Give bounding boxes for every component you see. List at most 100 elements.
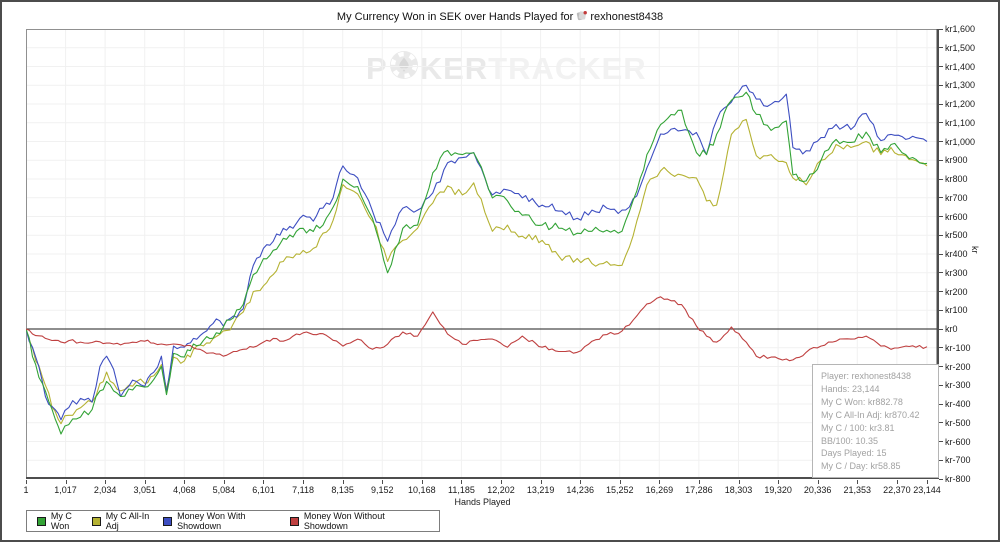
y-tick xyxy=(939,178,943,180)
y-tick xyxy=(939,103,943,105)
y-tick xyxy=(939,234,943,236)
stats-tooltip: Player: rexhonest8438 Hands: 23,144 My C W… xyxy=(812,364,939,479)
x-tick-label: 9,152 xyxy=(370,485,394,495)
x-tick-label: 1 xyxy=(23,485,29,495)
legend-label: Money Won With Showdown xyxy=(177,511,246,531)
y-tick xyxy=(939,197,943,199)
y-tick xyxy=(939,347,943,349)
y-tick-label: kr900 xyxy=(945,155,968,166)
x-tick-label: 12,202 xyxy=(487,485,515,495)
y-tick xyxy=(939,384,943,386)
legend-item-money-won-with-showdown[interactable]: Money Won With Showdown xyxy=(163,511,290,531)
x-tick-label: 13,219 xyxy=(526,485,555,495)
legend-item-my-c-all-in-adj[interactable]: My C All-In Adj xyxy=(91,511,163,531)
x-tick-label: 8,135 xyxy=(331,485,354,495)
legend-label: Money Won Without Showdown xyxy=(303,511,385,531)
legend-swatch-icon xyxy=(289,516,299,526)
player-name: rexhonest8438 xyxy=(590,11,664,23)
x-tick-label: 15,252 xyxy=(605,485,634,495)
tooltip-line: Days Played: 15 xyxy=(821,448,887,459)
x-tick xyxy=(26,480,27,484)
tooltip-line: Player: rexhonest8438 xyxy=(821,371,912,381)
x-tick-label: 3,051 xyxy=(133,485,156,495)
x-tick-label: 14,236 xyxy=(566,485,594,495)
y-tick xyxy=(939,253,943,255)
plot-area[interactable] xyxy=(25,29,939,479)
y-tick-label: kr1,500 xyxy=(945,42,976,53)
legend: My C Won My C All-In Adj Money Won With Sh… xyxy=(26,510,440,532)
y-axis-title: kr xyxy=(970,246,980,254)
x-tick xyxy=(698,480,700,484)
x-tick-label: 1,017 xyxy=(54,485,77,495)
legend-label: My C All-In Adj xyxy=(105,511,150,531)
x-tick xyxy=(223,480,225,484)
y-tick xyxy=(939,366,943,367)
y-tick-label: kr1,200 xyxy=(945,99,976,109)
graph-canvas xyxy=(25,29,939,479)
y-tick-label: kr-500 xyxy=(945,417,971,428)
x-tick xyxy=(896,480,898,484)
y-tick-label: kr200 xyxy=(945,286,968,297)
legend-item-my-c-won[interactable]: My C Won xyxy=(37,511,92,531)
x-tick xyxy=(738,480,740,484)
y-tick-label: kr300 xyxy=(945,267,968,278)
x-tick-label: 19,320 xyxy=(764,485,792,495)
y-tick-label: kr0 xyxy=(945,324,958,334)
tooltip-line: My C All-In Adj: kr870.42 xyxy=(821,409,920,420)
x-axis-title: Hands Played xyxy=(454,497,511,507)
x-tick-label: 17,286 xyxy=(685,485,713,495)
tooltip-line: BB/100: 10.35 xyxy=(821,435,879,446)
x-tick-label: 11,185 xyxy=(447,485,475,495)
legend-swatch-icon xyxy=(37,516,46,526)
x-tick-label: 21,353 xyxy=(843,485,872,495)
x-tick xyxy=(263,480,265,484)
tooltip-line: My C Won: kr882.78 xyxy=(821,396,903,407)
x-tick xyxy=(303,480,305,484)
x-tick xyxy=(540,480,542,484)
x-tick xyxy=(501,480,502,484)
x-tick xyxy=(580,480,582,484)
y-tick xyxy=(939,84,943,86)
site-icon xyxy=(576,10,588,24)
series-line-money-won-with-showdown xyxy=(25,84,928,421)
tooltip-line: My C / 100: kr3.81 xyxy=(821,422,895,433)
x-tick xyxy=(144,480,146,484)
legend-item-money-won-without-showdown[interactable]: Money Won Without Showdown xyxy=(289,511,429,531)
x-tick xyxy=(817,480,819,484)
x-tick-label: 5,084 xyxy=(212,485,236,495)
y-tick-label: kr400 xyxy=(945,249,968,259)
x-tick xyxy=(105,480,107,484)
y-tick xyxy=(939,291,943,292)
series-line-my-c-won xyxy=(25,91,928,435)
x-tick xyxy=(382,480,384,484)
y-tick-label: kr-800 xyxy=(945,474,971,484)
y-tick xyxy=(939,122,943,124)
y-tick-label: kr800 xyxy=(945,174,968,184)
y-tick-label: kr1,100 xyxy=(945,117,976,128)
y-tick xyxy=(939,159,943,161)
series-line-money-won-without-showdown xyxy=(25,296,928,362)
x-tick-label: 22,370 xyxy=(883,485,911,495)
y-tick-label: kr-300 xyxy=(945,380,971,391)
y-tick-label: kr1,300 xyxy=(945,80,976,91)
x-tick-label: 4,068 xyxy=(173,485,196,495)
chart-title-text: My Currency Won in SEK over Hands Played… xyxy=(336,11,574,23)
tooltip-line: My C / Day: kr58.85 xyxy=(821,461,901,472)
x-tick xyxy=(461,480,463,484)
chart-title: My Currency Won in SEK over Hands Played… xyxy=(2,10,998,24)
x-tick xyxy=(65,480,67,484)
y-tick xyxy=(939,403,943,405)
y-tick-label: kr-700 xyxy=(945,455,971,466)
y-tick xyxy=(939,47,943,49)
x-tick-label: 23,144 xyxy=(913,485,941,495)
x-tick-label: 2,034 xyxy=(93,485,117,495)
x-tick xyxy=(659,480,661,484)
y-tick-label: kr-600 xyxy=(945,436,971,447)
x-tick-label: 7,118 xyxy=(292,485,314,495)
y-tick xyxy=(939,66,943,67)
y-tick xyxy=(939,422,943,424)
y-tick-label: kr500 xyxy=(945,230,968,241)
tooltip-line: Hands: 23,144 xyxy=(821,383,880,394)
x-tick-label: 6,101 xyxy=(252,485,275,495)
